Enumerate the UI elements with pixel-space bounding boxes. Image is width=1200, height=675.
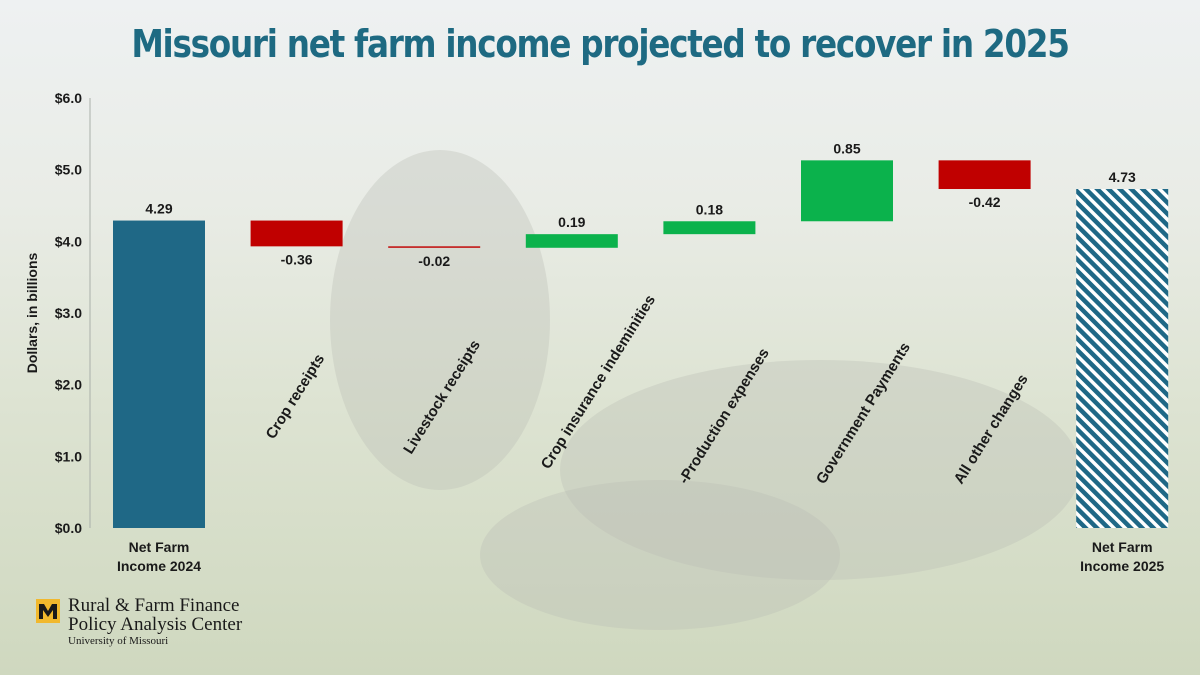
- data-label: 0.85: [833, 140, 860, 156]
- bar: [525, 234, 618, 248]
- y-axis: $0.0 $1.0 $2.0 $3.0 $4.0 $5.0 $6.0: [55, 90, 82, 536]
- bar: [1076, 189, 1169, 528]
- category-label: Crop receipts: [263, 351, 329, 442]
- background-calf-shape: [480, 480, 840, 630]
- y-tick-label: $4.0: [55, 233, 82, 249]
- data-label: 4.29: [145, 201, 172, 217]
- bar: [388, 246, 481, 248]
- category-label: Crop insurance indeminities: [538, 292, 659, 472]
- y-tick-label: $5.0: [55, 162, 82, 178]
- category-label: Net Farm Income 2025: [1080, 539, 1164, 574]
- logo-line-2: Policy Analysis Center: [68, 614, 243, 635]
- y-axis-label: Dollars, in billions: [24, 253, 40, 374]
- mizzou-m-icon: [36, 599, 60, 623]
- y-tick-label: $3.0: [55, 305, 82, 321]
- data-label: -0.42: [969, 194, 1001, 210]
- category-label: Livestock receipts: [400, 337, 484, 457]
- y-tick-label: $1.0: [55, 448, 82, 464]
- bars: 4.29 Net Farm Income 2024 -0.36 Crop receipt…: [113, 140, 1169, 574]
- bar: [801, 160, 893, 222]
- category-label: Net Farm Income 2024: [117, 539, 201, 574]
- data-label: 4.73: [1109, 169, 1136, 185]
- y-tick-label: $6.0: [55, 90, 82, 106]
- logo-line-1: Rural & Farm Finance: [68, 595, 240, 616]
- category-label: All other changes: [951, 371, 1032, 487]
- logo-line-3: University of Missouri: [68, 635, 169, 647]
- logo: Rural & Farm Finance Policy Analysis Cen…: [36, 596, 242, 647]
- chart-title: Missouri net farm income projected to re…: [131, 22, 1070, 66]
- bar: [250, 220, 343, 247]
- y-tick-label: $0.0: [55, 520, 82, 536]
- data-label: -0.02: [418, 253, 450, 269]
- bar: [938, 160, 1031, 190]
- category-label: Government Payments: [813, 340, 914, 488]
- bar: [113, 220, 205, 529]
- y-tick-label: $2.0: [55, 377, 82, 393]
- background-herd-shape: [560, 360, 1080, 580]
- data-label: 0.19: [558, 214, 585, 230]
- category-label: -Production expenses: [675, 345, 772, 487]
- data-label: 0.18: [696, 201, 723, 217]
- background-cow-shape: [330, 150, 550, 490]
- data-label: -0.36: [281, 251, 313, 267]
- bar: [663, 221, 756, 235]
